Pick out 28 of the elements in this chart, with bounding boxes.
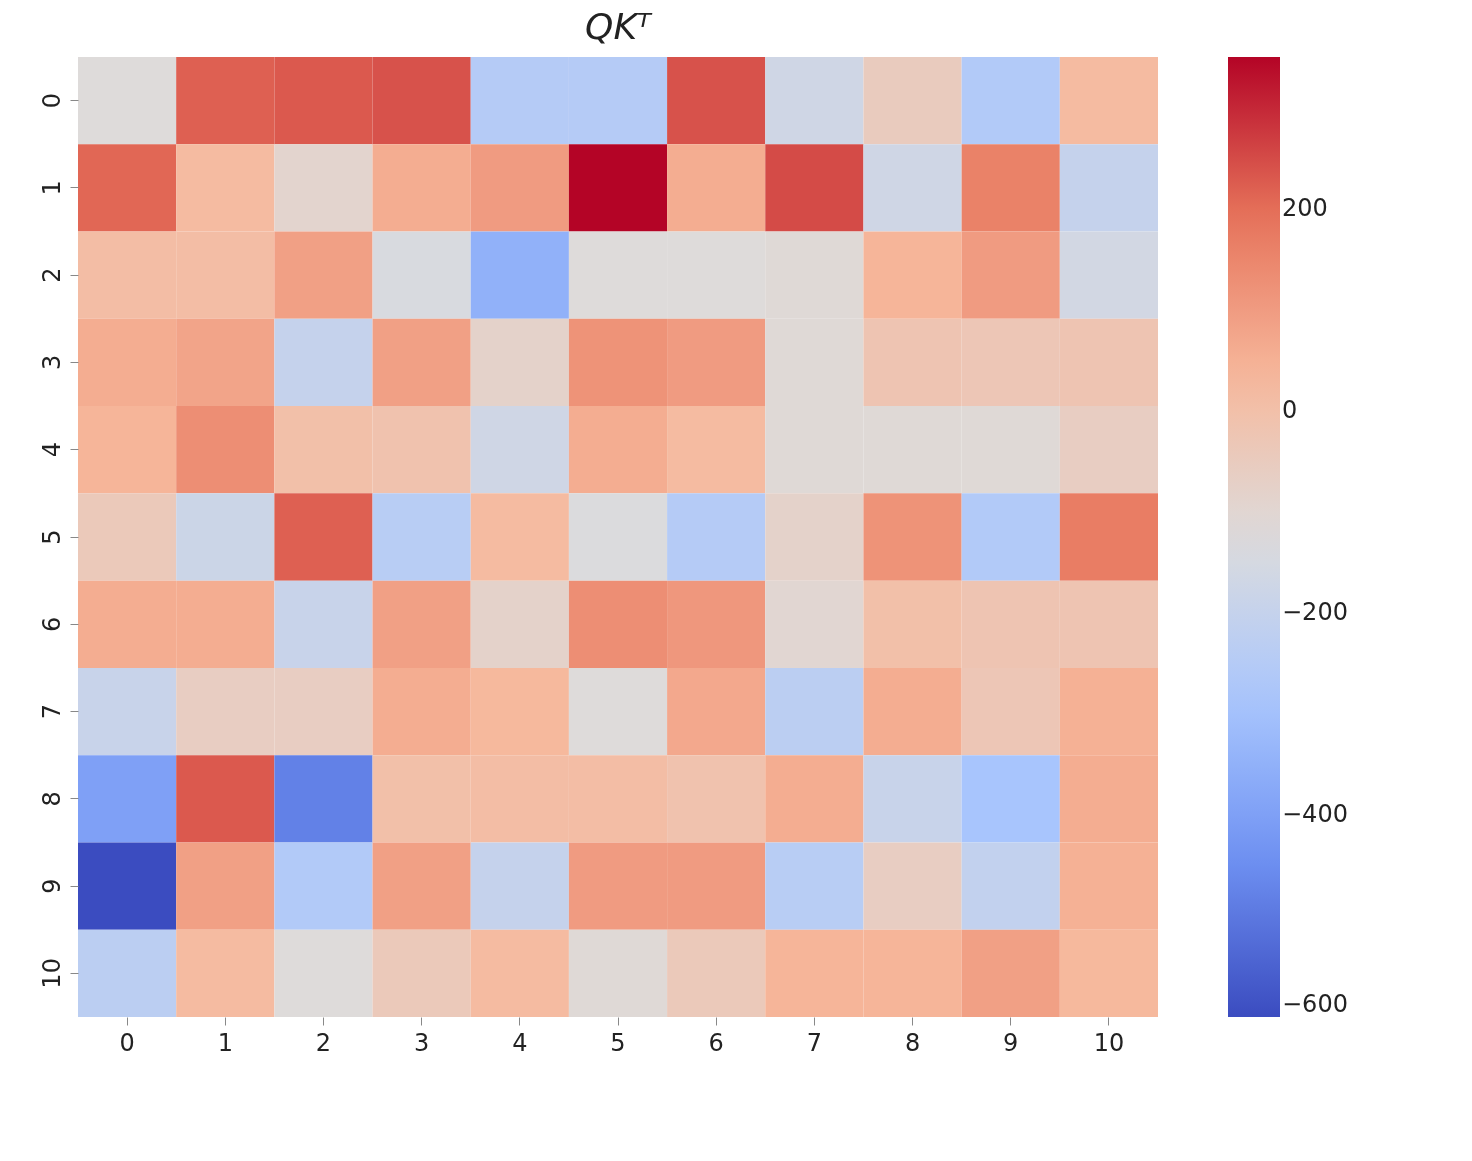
y-tick-label: 10	[37, 958, 66, 989]
y-tick-label: 9	[37, 878, 66, 894]
y-tick-label: 4	[37, 442, 66, 458]
x-tick-label: 1	[217, 1028, 233, 1057]
x-tick-label: 6	[708, 1028, 724, 1057]
color-bar-label: 0	[1282, 395, 1298, 424]
x-tick-label: 5	[610, 1028, 626, 1057]
x-tick-label: 4	[512, 1028, 528, 1057]
color-bar-label: 200	[1282, 193, 1328, 222]
x-tick-label: 10	[1093, 1028, 1125, 1057]
x-tick-label: 7	[806, 1028, 822, 1057]
x-tick-label: 0	[119, 1028, 135, 1057]
x-tick-label: 8	[904, 1028, 921, 1057]
y-tick-label: 2	[37, 267, 66, 283]
color-bar-label: −200	[1282, 597, 1348, 626]
chart-title: QKᵀ	[585, 6, 654, 47]
y-tick-label: 6	[37, 616, 66, 632]
x-tick-label: 9	[1003, 1028, 1019, 1057]
y-tick-label: 7	[37, 703, 66, 720]
y-tick-label: 1	[37, 180, 66, 196]
y-tick-label: 5	[37, 529, 66, 545]
y-tick-label: 3	[37, 354, 66, 371]
color-bar-label: −400	[1282, 799, 1348, 828]
color-bar-label: −600	[1282, 990, 1348, 1018]
y-tick-label: 8	[37, 791, 66, 807]
x-tick-label: 3	[414, 1028, 430, 1057]
y-tick-label: 0	[37, 93, 66, 109]
x-tick-label: 2	[315, 1028, 332, 1057]
